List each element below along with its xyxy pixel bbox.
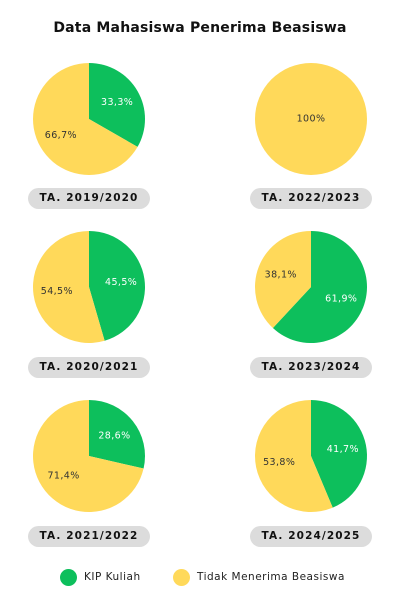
pie-chart-2021-2022: 28,6% 71,4% [33, 400, 145, 512]
pie-value-label-tidak-menerima-beasiswa: 38,1% [265, 270, 297, 281]
year-label-2023-2024: TA. 2023/2024 [250, 357, 372, 378]
pie-value-label-tidak-menerima-beasiswa: 71,4% [47, 471, 79, 482]
pie-slice-tidak-menerima-beasiswa [33, 231, 105, 343]
year-label-2019-2020: TA. 2019/2020 [28, 188, 150, 209]
pie-chart-2023-2024: 61,9% 38,1% [254, 231, 367, 343]
pie-slice-kip-kuliah [89, 400, 145, 469]
pie-value-label-tidak-menerima-beasiswa: 100% [297, 114, 326, 125]
legend: KIP Kuliah Tidak Menerima Beasiswa [0, 566, 400, 588]
year-label-2021-2022: TA. 2021/2022 [28, 526, 150, 547]
chart-title: Data Mahasiswa Penerima Beasiswa [53, 20, 347, 36]
pie-slice-kip-kuliah [272, 231, 367, 343]
pie-slice-tidak-menerima-beasiswa [33, 400, 144, 512]
legend-label-tidak-menerima-beasiswa: Tidak Menerima Beasiswa [197, 571, 345, 583]
pie-value-label-kip-kuliah: 28,6% [98, 430, 130, 441]
pie-slice-kip-kuliah [311, 400, 367, 508]
pie-chart-2024-2025: 41,7% 53,8% [255, 400, 367, 512]
pie-value-label-tidak-menerima-beasiswa: 54,5% [41, 286, 73, 297]
pie-slice-kip-kuliah [89, 63, 146, 147]
pie-slice-tidak-menerima-beasiswa [254, 231, 311, 329]
pie-chart-2022-2023: 100% [255, 63, 367, 175]
pie-value-label-tidak-menerima-beasiswa: 53,8% [263, 457, 295, 468]
pie-chart-2019-2020: 33,3% 66,7% [33, 63, 146, 175]
pie-value-label-kip-kuliah: 61,9% [325, 293, 357, 304]
pie-slice-kip-kuliah [89, 231, 146, 341]
pie-slice-tidak-menerima-beasiswa [255, 400, 333, 512]
pie-value-label-tidak-menerima-beasiswa: 66,7% [45, 130, 77, 141]
pie-value-label-kip-kuliah: 45,5% [105, 277, 137, 288]
pie-value-label-kip-kuliah: 41,7% [327, 444, 359, 455]
year-label-2020-2021: TA. 2020/2021 [28, 357, 150, 378]
legend-swatch-kip-kuliah [60, 569, 77, 586]
pie-slice-tidak-menerima-beasiswa [255, 63, 367, 175]
pie-slice-tidak-menerima-beasiswa [33, 63, 138, 175]
pie-value-label-kip-kuliah: 33,3% [101, 97, 133, 108]
legend-swatch-tidak-menerima-beasiswa [173, 569, 190, 586]
year-label-2024-2025: TA. 2024/2025 [250, 526, 372, 547]
legend-label-kip-kuliah: KIP Kuliah [84, 571, 141, 583]
pie-chart-2020-2021: 45,5% 54,5% [33, 231, 146, 343]
year-label-2022-2023: TA. 2022/2023 [250, 188, 372, 209]
